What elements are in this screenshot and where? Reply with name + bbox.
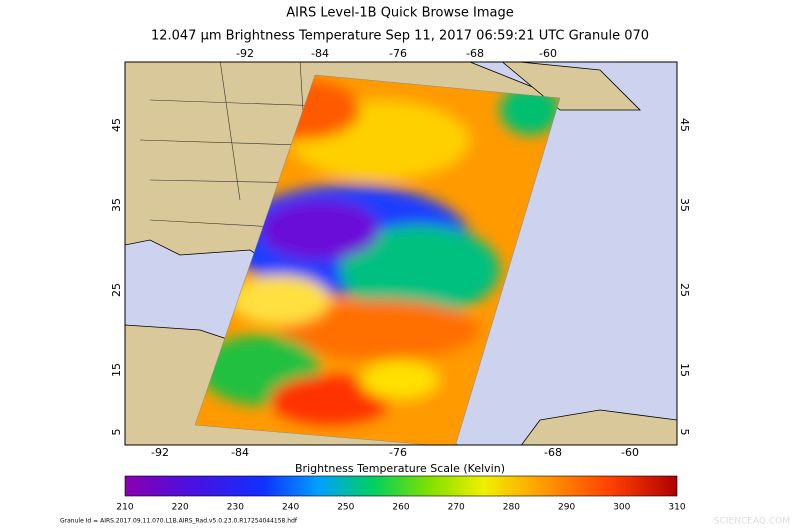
- top-lon-label: -60: [539, 47, 557, 60]
- bottom-lon-label: -92: [151, 446, 169, 459]
- right-lat-label: 15: [678, 363, 691, 377]
- watermark: SCIENCEAQ.COM: [714, 517, 790, 527]
- left-lat-label: 15: [110, 363, 123, 377]
- colorbar-tick-label: 230: [227, 503, 244, 513]
- title: AIRS Level-1B Quick Browse Image: [286, 6, 514, 21]
- granule-id: Granule Id = AIRS.2017.09.11.070.L1B.AIR…: [60, 518, 298, 525]
- colorbar-tick-label: 290: [558, 503, 575, 513]
- top-lon-label: -76: [389, 47, 407, 60]
- top-lon-label: -84: [311, 47, 329, 60]
- right-lat-label: 45: [678, 118, 691, 132]
- map: [125, 62, 677, 445]
- colorbar-title: Brightness Temperature Scale (Kelvin): [295, 462, 505, 475]
- colorbar-tick-label: 280: [503, 503, 520, 513]
- left-lat-label: 45: [110, 118, 123, 132]
- left-lat-label: 5: [110, 429, 123, 436]
- right-lat-label: 25: [678, 283, 691, 297]
- subtitle: 12.047 μm Brightness Temperature Sep 11,…: [151, 29, 649, 44]
- colorbar-tick-label: 310: [668, 503, 685, 513]
- bottom-lon-label: -76: [389, 446, 407, 459]
- bottom-lon-label: -68: [544, 446, 562, 459]
- colorbar-tick-label: 260: [392, 503, 409, 513]
- left-lat-label: 25: [110, 283, 123, 297]
- colorbar: [124, 475, 678, 497]
- right-lat-label: 5: [678, 429, 691, 436]
- top-lon-label: -68: [466, 47, 484, 60]
- colorbar-tick-label: 240: [282, 503, 299, 513]
- bottom-lon-label: -84: [231, 446, 249, 459]
- left-lat-label: 35: [110, 198, 123, 212]
- colorbar-tick-label: 250: [337, 503, 354, 513]
- top-lon-label: -92: [236, 47, 254, 60]
- colorbar-tick-label: 220: [172, 503, 189, 513]
- colorbar-tick-label: 270: [448, 503, 465, 513]
- colorbar-tick-label: 210: [116, 503, 133, 513]
- right-lat-label: 35: [678, 198, 691, 212]
- colorbar-tick-label: 300: [613, 503, 630, 513]
- bottom-lon-label: -60: [621, 446, 639, 459]
- map-frame: [124, 61, 678, 446]
